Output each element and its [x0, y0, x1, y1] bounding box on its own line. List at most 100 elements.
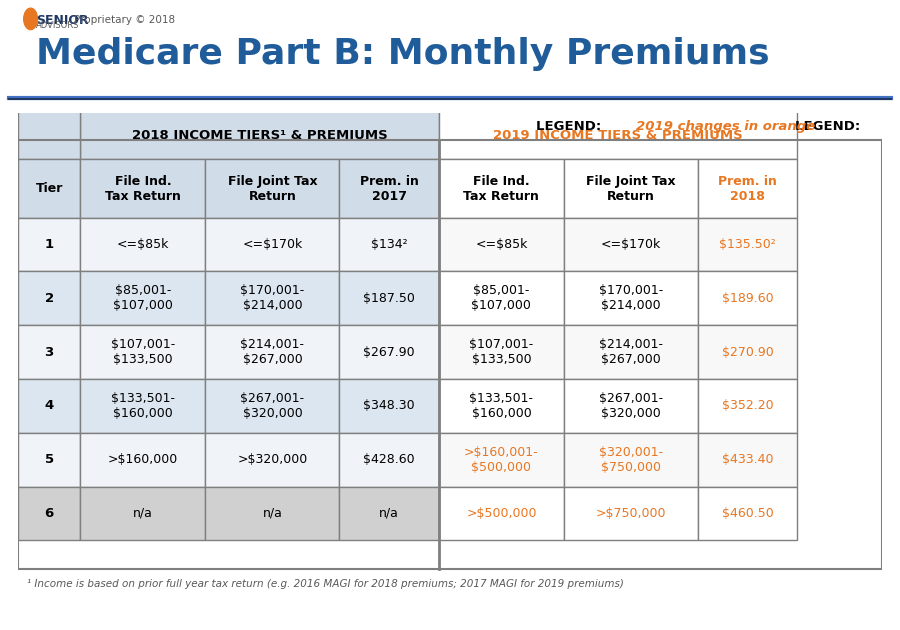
- Text: >$500,000: >$500,000: [466, 507, 536, 520]
- Bar: [80, 159, 205, 218]
- Text: File Ind.
Tax Return: File Ind. Tax Return: [464, 175, 539, 203]
- Text: ADVISORS: ADVISORS: [36, 21, 79, 30]
- Bar: [80, 486, 205, 541]
- Bar: [18, 111, 80, 159]
- Bar: [439, 218, 564, 272]
- Bar: [439, 272, 564, 325]
- Text: <=$170k: <=$170k: [242, 238, 302, 251]
- Bar: [439, 433, 564, 486]
- Bar: [698, 159, 797, 218]
- Bar: [564, 272, 698, 325]
- Bar: [698, 325, 797, 379]
- Text: 2: 2: [44, 292, 54, 305]
- Bar: [564, 159, 698, 218]
- Text: SENIOR: SENIOR: [36, 14, 88, 26]
- Text: 2018 INCOME TIERS¹ & PREMIUMS: 2018 INCOME TIERS¹ & PREMIUMS: [131, 129, 387, 142]
- Text: $320,001-
$750,000: $320,001- $750,000: [598, 445, 663, 474]
- Text: $170,001-
$214,000: $170,001- $214,000: [240, 284, 304, 312]
- Text: ¹ Income is based on prior full year tax return (e.g. 2016 MAGI for 2018 premium: ¹ Income is based on prior full year tax…: [27, 579, 624, 589]
- Text: n/a: n/a: [263, 507, 283, 520]
- Bar: [439, 486, 564, 541]
- Bar: [18, 433, 80, 486]
- Bar: [205, 159, 339, 218]
- Circle shape: [23, 8, 38, 30]
- Text: $170,001-
$214,000: $170,001- $214,000: [598, 284, 663, 312]
- Bar: [80, 379, 205, 433]
- Bar: [18, 159, 80, 218]
- Text: $214,001-
$267,000: $214,001- $267,000: [240, 338, 304, 366]
- Text: 1: 1: [44, 238, 54, 251]
- Text: $134²: $134²: [371, 238, 408, 251]
- Bar: [339, 272, 439, 325]
- Bar: [205, 379, 339, 433]
- Text: Prem. in
2017: Prem. in 2017: [360, 175, 418, 203]
- Bar: [80, 272, 205, 325]
- Bar: [564, 379, 698, 433]
- Text: 5: 5: [44, 453, 54, 466]
- Text: >$750,000: >$750,000: [596, 507, 666, 520]
- Text: <=$85k: <=$85k: [475, 238, 527, 251]
- Text: 6: 6: [44, 507, 54, 520]
- Bar: [698, 218, 797, 272]
- Text: >$320,000: >$320,000: [238, 453, 308, 466]
- Bar: [339, 159, 439, 218]
- Text: $107,001-
$133,500: $107,001- $133,500: [111, 338, 175, 366]
- Bar: [18, 486, 80, 541]
- Bar: [339, 486, 439, 541]
- Bar: [339, 433, 439, 486]
- Text: <=$85k: <=$85k: [117, 238, 169, 251]
- Text: File Joint Tax
Return: File Joint Tax Return: [228, 175, 318, 203]
- Bar: [80, 433, 205, 486]
- Bar: [339, 325, 439, 379]
- Text: $85,001-
$107,000: $85,001- $107,000: [472, 284, 531, 312]
- Text: 4: 4: [44, 399, 54, 413]
- Bar: [80, 218, 205, 272]
- Bar: [439, 379, 564, 433]
- Bar: [698, 379, 797, 433]
- Bar: [564, 218, 698, 272]
- Bar: [18, 272, 80, 325]
- Bar: [698, 433, 797, 486]
- Text: Tier: Tier: [35, 182, 63, 195]
- Text: $428.60: $428.60: [364, 453, 415, 466]
- Text: $107,001-
$133,500: $107,001- $133,500: [469, 338, 534, 366]
- Text: LEGEND:: LEGEND:: [536, 120, 607, 133]
- Bar: [439, 325, 564, 379]
- Bar: [564, 486, 698, 541]
- Bar: [80, 325, 205, 379]
- Text: Prem. in
2018: Prem. in 2018: [718, 175, 777, 203]
- Text: $214,001-
$267,000: $214,001- $267,000: [599, 338, 663, 366]
- Bar: [80, 111, 439, 159]
- Bar: [205, 325, 339, 379]
- Bar: [18, 140, 882, 570]
- Text: $352.20: $352.20: [722, 399, 773, 413]
- Text: $460.50: $460.50: [722, 507, 773, 520]
- Bar: [698, 272, 797, 325]
- Bar: [18, 379, 80, 433]
- Text: $85,001-
$107,000: $85,001- $107,000: [112, 284, 173, 312]
- Bar: [698, 486, 797, 541]
- Text: <=$170k: <=$170k: [601, 238, 662, 251]
- Text: File Ind.
Tax Return: File Ind. Tax Return: [105, 175, 181, 203]
- Bar: [339, 218, 439, 272]
- Bar: [205, 486, 339, 541]
- Text: $133,501-
$160,000: $133,501- $160,000: [470, 392, 534, 420]
- Text: $135.50²: $135.50²: [719, 238, 776, 251]
- Bar: [339, 379, 439, 433]
- Bar: [205, 218, 339, 272]
- Text: $133,501-
$160,000: $133,501- $160,000: [111, 392, 175, 420]
- Text: >$160,000: >$160,000: [108, 453, 178, 466]
- Text: Medicare Part B: Monthly Premiums: Medicare Part B: Monthly Premiums: [36, 37, 770, 71]
- Text: LEGEND:: LEGEND:: [795, 120, 865, 133]
- Text: $187.50: $187.50: [364, 292, 415, 305]
- Bar: [205, 433, 339, 486]
- Text: n/a: n/a: [133, 507, 153, 520]
- Bar: [439, 111, 797, 159]
- Bar: [564, 325, 698, 379]
- Text: $433.40: $433.40: [722, 453, 773, 466]
- Text: $189.60: $189.60: [722, 292, 773, 305]
- Bar: [18, 218, 80, 272]
- Bar: [439, 159, 564, 218]
- Bar: [18, 325, 80, 379]
- Text: 3: 3: [44, 346, 54, 358]
